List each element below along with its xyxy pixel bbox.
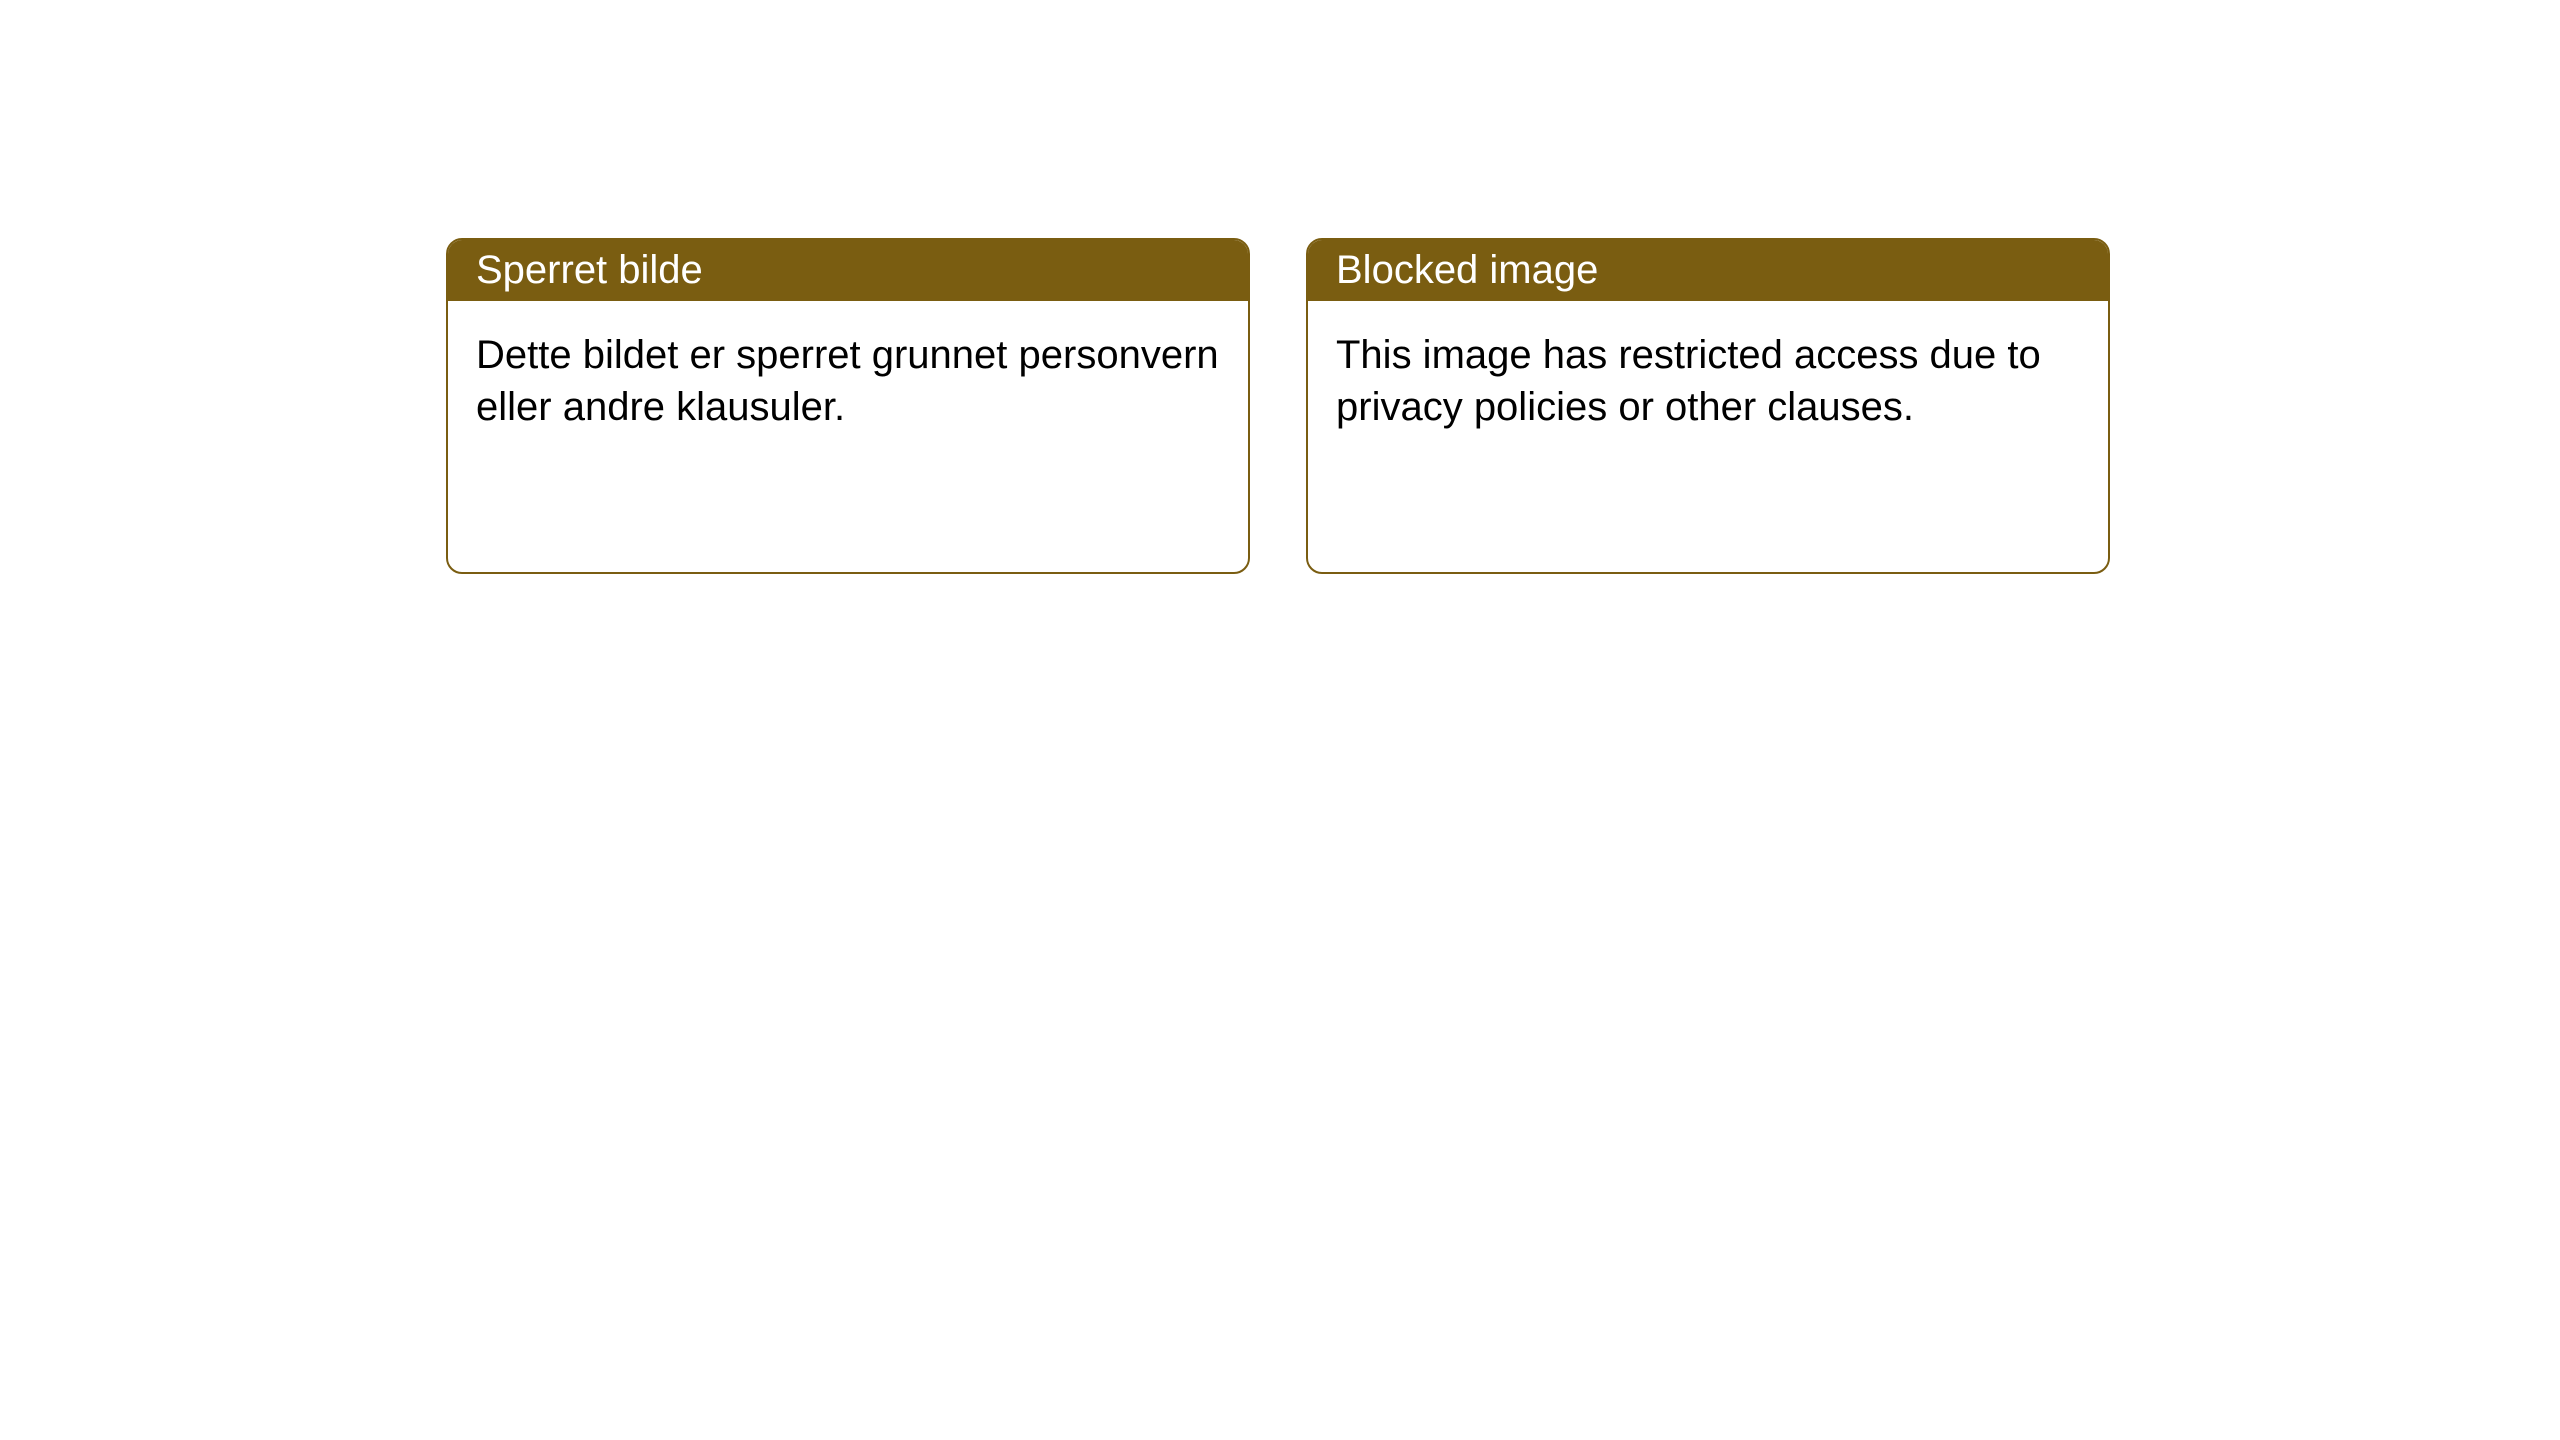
notice-card-norwegian: Sperret bilde Dette bildet er sperret gr… [446,238,1250,574]
notice-header: Sperret bilde [448,240,1248,301]
notice-body-text: Dette bildet er sperret grunnet personve… [476,333,1219,429]
notice-header-text: Sperret bilde [476,248,703,292]
notice-card-english: Blocked image This image has restricted … [1306,238,2110,574]
notice-body: Dette bildet er sperret grunnet personve… [448,301,1248,461]
notice-body: This image has restricted access due to … [1308,301,2108,461]
notice-container: Sperret bilde Dette bildet er sperret gr… [0,0,2560,574]
notice-header: Blocked image [1308,240,2108,301]
notice-header-text: Blocked image [1336,248,1598,292]
notice-body-text: This image has restricted access due to … [1336,333,2041,429]
